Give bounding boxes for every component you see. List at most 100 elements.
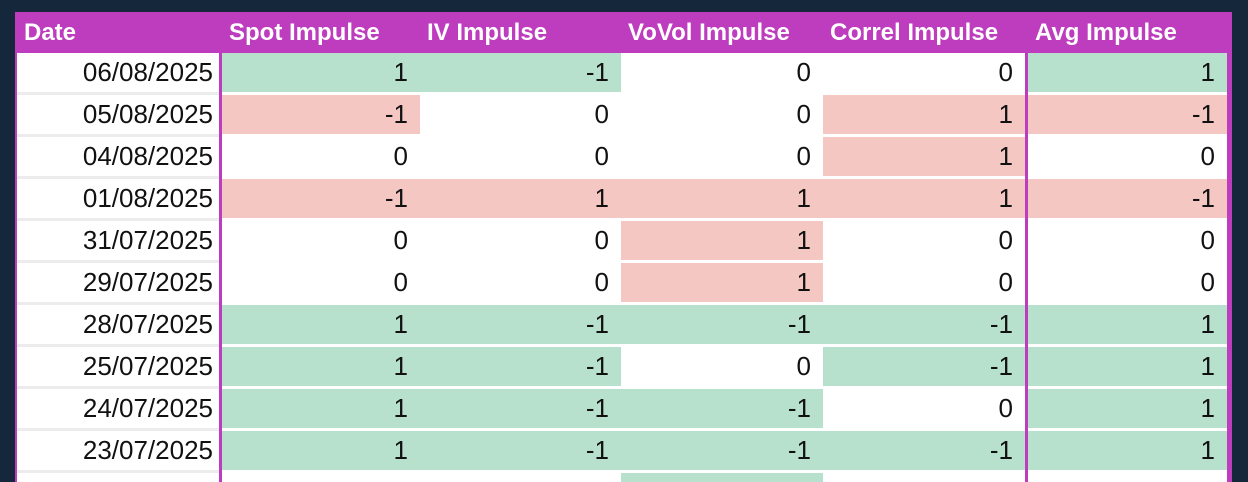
table-row: 23/07/2025 1 -1 -1 -1 1 xyxy=(15,431,1232,473)
row-left-border xyxy=(15,179,17,221)
row-left-border xyxy=(15,473,17,482)
cell-correl-impulse[interactable]: 0 xyxy=(823,263,1025,305)
cell-spot-impulse[interactable]: 1 xyxy=(222,305,420,347)
cell-vovol-impulse[interactable]: -1 xyxy=(621,389,823,431)
cell-iv-impulse[interactable] xyxy=(420,473,621,482)
row-left-border xyxy=(15,221,17,263)
cell-correl-impulse[interactable]: 0 xyxy=(823,221,1025,263)
cell-correl-impulse[interactable]: -1 xyxy=(823,431,1025,473)
cell-correl-impulse[interactable] xyxy=(823,473,1025,482)
cell-iv-impulse[interactable]: -1 xyxy=(420,53,621,95)
cell-iv-impulse[interactable]: -1 xyxy=(420,305,621,347)
cell-spot-impulse[interactable] xyxy=(222,473,420,482)
cell-avg-impulse[interactable]: 1 xyxy=(1028,389,1227,431)
cell-spot-impulse[interactable]: 1 xyxy=(222,431,420,473)
cell-correl-impulse[interactable]: 0 xyxy=(823,389,1025,431)
cell-spot-impulse[interactable]: 0 xyxy=(222,137,420,179)
cell-date[interactable]: 04/08/2025 xyxy=(17,137,219,179)
row-left-border xyxy=(15,431,17,473)
cell-vovol-impulse[interactable]: -1 xyxy=(621,305,823,347)
table-row: 01/08/2025 -1 1 1 1 -1 xyxy=(15,179,1232,221)
cell-spot-impulse[interactable]: -1 xyxy=(222,95,420,137)
cell-date[interactable]: 24/07/2025 xyxy=(17,389,219,431)
row-date-divider xyxy=(219,53,222,95)
cell-iv-impulse[interactable]: -1 xyxy=(420,431,621,473)
column-header-date[interactable]: Date xyxy=(17,12,219,53)
cell-vovol-impulse[interactable]: 0 xyxy=(621,53,823,95)
cell-iv-impulse[interactable]: 0 xyxy=(420,263,621,305)
cell-avg-impulse[interactable]: -1 xyxy=(1028,179,1227,221)
row-date-divider xyxy=(219,95,222,137)
cell-iv-impulse[interactable]: -1 xyxy=(420,347,621,389)
cell-avg-impulse[interactable]: 0 xyxy=(1028,263,1227,305)
cell-date[interactable] xyxy=(17,473,219,482)
table-row: 28/07/2025 1 -1 -1 -1 1 xyxy=(15,305,1232,347)
row-right-border xyxy=(1227,179,1232,221)
cell-vovol-impulse[interactable]: 1 xyxy=(621,179,823,221)
table-row: 05/08/2025 -1 0 0 1 -1 xyxy=(15,95,1232,137)
cell-correl-impulse[interactable]: -1 xyxy=(823,347,1025,389)
cell-date[interactable]: 29/07/2025 xyxy=(17,263,219,305)
cell-date[interactable]: 23/07/2025 xyxy=(17,431,219,473)
cell-avg-impulse[interactable]: 1 xyxy=(1028,347,1227,389)
cell-avg-impulse[interactable]: 1 xyxy=(1028,53,1227,95)
column-header-iv-impulse[interactable]: IV Impulse xyxy=(420,12,621,53)
cell-avg-impulse[interactable]: 1 xyxy=(1028,305,1227,347)
cell-vovol-impulse[interactable]: -1 xyxy=(621,431,823,473)
row-avg-divider xyxy=(1025,95,1028,137)
cell-date[interactable]: 25/07/2025 xyxy=(17,347,219,389)
cell-spot-impulse[interactable]: 1 xyxy=(222,347,420,389)
cell-spot-impulse[interactable]: 1 xyxy=(222,53,420,95)
cell-avg-impulse[interactable]: -1 xyxy=(1028,95,1227,137)
cell-avg-impulse[interactable]: 1 xyxy=(1028,431,1227,473)
cell-vovol-impulse[interactable]: 1 xyxy=(621,263,823,305)
cell-iv-impulse[interactable]: 0 xyxy=(420,221,621,263)
row-avg-divider xyxy=(1025,305,1028,347)
cell-spot-impulse[interactable]: 1 xyxy=(222,389,420,431)
row-right-border xyxy=(1227,473,1232,482)
column-header-vovol-impulse[interactable]: VoVol Impulse xyxy=(621,12,823,53)
cell-date[interactable]: 01/08/2025 xyxy=(17,179,219,221)
row-right-border xyxy=(1227,53,1232,95)
cell-vovol-impulse[interactable]: 1 xyxy=(621,221,823,263)
column-header-avg-impulse[interactable]: Avg Impulse xyxy=(1028,12,1227,53)
row-avg-divider xyxy=(1025,389,1028,431)
impulse-table: Date Spot Impulse IV Impulse VoVol Impulse C… xyxy=(15,12,1232,482)
cell-iv-impulse[interactable]: 0 xyxy=(420,137,621,179)
partial-row-clip xyxy=(15,473,1232,482)
cell-correl-impulse[interactable]: -1 xyxy=(823,305,1025,347)
cell-vovol-impulse[interactable]: 0 xyxy=(621,137,823,179)
cell-date[interactable]: 06/08/2025 xyxy=(17,53,219,95)
table-row: 04/08/2025 0 0 0 1 0 xyxy=(15,137,1232,179)
row-date-divider xyxy=(219,179,222,221)
cell-avg-impulse[interactable] xyxy=(1028,473,1227,482)
row-avg-divider xyxy=(1025,473,1028,482)
cell-iv-impulse[interactable]: 0 xyxy=(420,95,621,137)
row-right-border xyxy=(1227,389,1232,431)
cell-correl-impulse[interactable]: 1 xyxy=(823,95,1025,137)
cell-vovol-impulse[interactable] xyxy=(621,473,823,482)
cell-date[interactable]: 31/07/2025 xyxy=(17,221,219,263)
column-header-correl-impulse[interactable]: Correl Impulse xyxy=(823,12,1025,53)
cell-iv-impulse[interactable]: -1 xyxy=(420,389,621,431)
cell-correl-impulse[interactable]: 0 xyxy=(823,53,1025,95)
cell-iv-impulse[interactable]: 1 xyxy=(420,179,621,221)
cell-vovol-impulse[interactable]: 0 xyxy=(621,347,823,389)
header-left-border xyxy=(15,12,17,53)
row-avg-divider xyxy=(1025,137,1028,179)
cell-correl-impulse[interactable]: 1 xyxy=(823,179,1025,221)
row-left-border xyxy=(15,389,17,431)
cell-avg-impulse[interactable]: 0 xyxy=(1028,221,1227,263)
cell-spot-impulse[interactable]: -1 xyxy=(222,179,420,221)
cell-spot-impulse[interactable]: 0 xyxy=(222,221,420,263)
cell-vovol-impulse[interactable]: 0 xyxy=(621,95,823,137)
cell-correl-impulse[interactable]: 1 xyxy=(823,137,1025,179)
row-date-divider xyxy=(219,305,222,347)
cell-date[interactable]: 28/07/2025 xyxy=(17,305,219,347)
cell-date[interactable]: 05/08/2025 xyxy=(17,95,219,137)
cell-spot-impulse[interactable]: 0 xyxy=(222,263,420,305)
column-header-spot-impulse[interactable]: Spot Impulse xyxy=(222,12,420,53)
cell-avg-impulse[interactable]: 0 xyxy=(1028,137,1227,179)
row-right-border xyxy=(1227,347,1232,389)
table-row: 25/07/2025 1 -1 0 -1 1 xyxy=(15,347,1232,389)
